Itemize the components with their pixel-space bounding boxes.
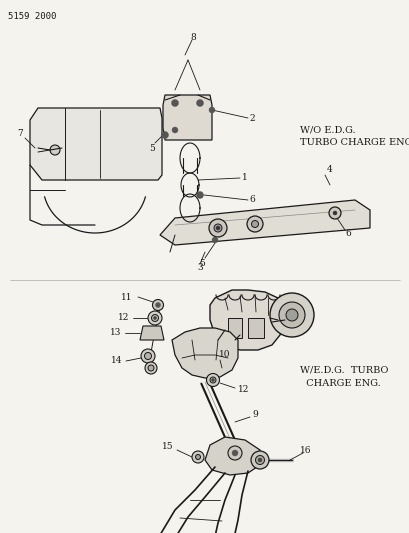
Text: 5159 2000: 5159 2000 xyxy=(8,12,56,21)
Circle shape xyxy=(209,107,214,113)
Circle shape xyxy=(191,451,204,463)
Circle shape xyxy=(196,100,203,107)
Circle shape xyxy=(270,293,313,337)
Circle shape xyxy=(257,458,261,462)
Circle shape xyxy=(144,352,151,359)
Text: 4: 4 xyxy=(326,166,332,174)
Text: W/O E.D.G.: W/O E.D.G. xyxy=(299,125,355,134)
Text: 7: 7 xyxy=(17,128,23,138)
Circle shape xyxy=(251,221,258,228)
Circle shape xyxy=(285,309,297,321)
Text: 15: 15 xyxy=(162,442,173,451)
Text: 11: 11 xyxy=(120,293,132,302)
Circle shape xyxy=(332,211,336,215)
Circle shape xyxy=(196,191,203,198)
Circle shape xyxy=(195,455,200,459)
Circle shape xyxy=(211,378,214,382)
Text: 16: 16 xyxy=(299,447,311,456)
Circle shape xyxy=(151,314,158,321)
Text: W/E.D.G.  TURBO: W/E.D.G. TURBO xyxy=(299,366,387,375)
Polygon shape xyxy=(247,318,263,338)
Circle shape xyxy=(153,317,156,319)
Circle shape xyxy=(246,216,262,232)
Circle shape xyxy=(141,349,155,363)
Circle shape xyxy=(145,362,157,374)
Circle shape xyxy=(227,446,241,460)
Text: 13: 13 xyxy=(109,328,121,337)
Text: 5: 5 xyxy=(199,259,204,268)
Circle shape xyxy=(161,132,168,139)
Text: TURBO CHARGE ENG.: TURBO CHARGE ENG. xyxy=(299,138,409,147)
Circle shape xyxy=(148,365,154,371)
Polygon shape xyxy=(209,290,284,350)
Circle shape xyxy=(255,456,264,464)
Circle shape xyxy=(172,127,178,133)
Circle shape xyxy=(231,450,237,456)
Text: 3: 3 xyxy=(197,263,202,272)
Circle shape xyxy=(148,311,162,325)
Text: 8: 8 xyxy=(190,33,196,42)
Polygon shape xyxy=(30,108,162,180)
Polygon shape xyxy=(160,200,369,245)
Text: 6: 6 xyxy=(344,229,350,238)
Text: CHARGE ENG.: CHARGE ENG. xyxy=(299,379,380,389)
Text: 5: 5 xyxy=(149,143,155,152)
Polygon shape xyxy=(227,318,241,338)
Circle shape xyxy=(171,100,178,107)
Circle shape xyxy=(209,219,227,237)
Polygon shape xyxy=(139,326,164,340)
Text: 9: 9 xyxy=(252,410,257,419)
Text: 10: 10 xyxy=(219,351,230,359)
Text: 12: 12 xyxy=(117,313,129,322)
Polygon shape xyxy=(172,328,237,378)
Circle shape xyxy=(50,145,60,155)
Circle shape xyxy=(211,237,218,243)
Circle shape xyxy=(209,377,216,383)
Text: 2: 2 xyxy=(249,114,254,123)
Circle shape xyxy=(216,226,220,230)
Circle shape xyxy=(206,374,219,386)
Text: 1: 1 xyxy=(242,174,247,182)
Text: 12: 12 xyxy=(237,385,249,394)
Text: 6: 6 xyxy=(249,196,254,205)
Circle shape xyxy=(213,224,221,232)
Circle shape xyxy=(152,300,163,311)
Circle shape xyxy=(250,451,268,469)
Polygon shape xyxy=(163,95,211,140)
Text: 14: 14 xyxy=(110,357,122,366)
Circle shape xyxy=(155,303,160,308)
Circle shape xyxy=(278,302,304,328)
Circle shape xyxy=(328,207,340,219)
Polygon shape xyxy=(204,437,259,475)
